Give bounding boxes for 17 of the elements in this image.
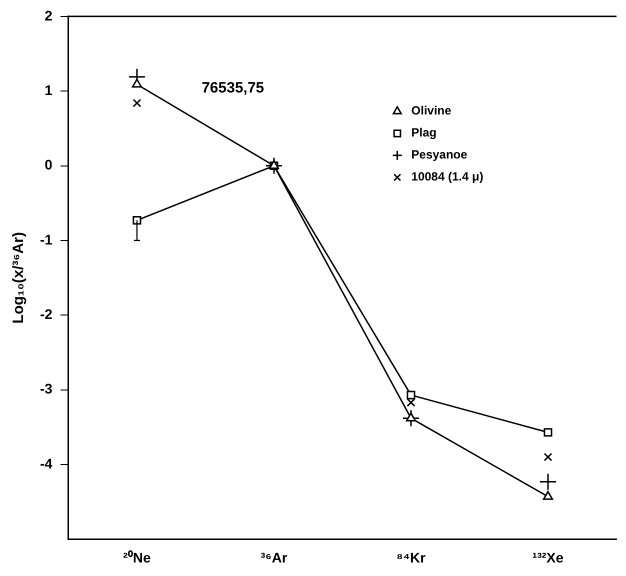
y-tick-label: 1 <box>44 82 53 98</box>
y-tick-label: -2 <box>40 306 53 322</box>
x-tick-label: ²⁰Ne <box>123 549 151 566</box>
x-tick-label: ³⁶Ar <box>260 549 288 566</box>
y-tick-label: 2 <box>44 7 53 24</box>
y-tick-label: -4 <box>40 455 53 472</box>
y-tick-label: -1 <box>40 231 53 248</box>
text: 76535,75 <box>202 80 264 97</box>
x-tick-label: ¹³²Xe <box>532 549 564 566</box>
legend-label: Olivine <box>411 104 452 118</box>
legend-label: Plag <box>411 126 437 140</box>
legend-label: Pesyanoe <box>411 148 468 162</box>
legend-label: 10084 (1.4 μ) <box>411 170 484 184</box>
y-tick-label: -3 <box>40 380 53 397</box>
x-tick-label: ⁸⁴Kr <box>396 549 426 566</box>
y-axis-title: Log₁₀(x/³⁶Ar) <box>10 232 28 324</box>
y-tick-label: 0 <box>44 156 53 173</box>
